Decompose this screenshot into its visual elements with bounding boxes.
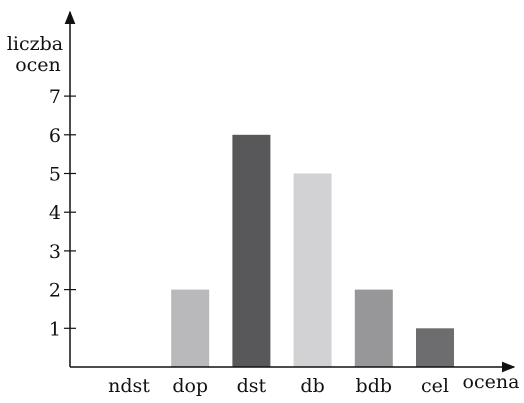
y-tick-label: 2: [49, 280, 61, 302]
bar-bdb: [354, 289, 393, 367]
y-tick-label: 6: [49, 125, 61, 147]
bar-dst: [232, 134, 271, 367]
y-tick-label: 7: [49, 86, 61, 108]
y-axis-title-line2: ocen: [15, 54, 61, 76]
x-labels-group: ndst dop dst db bdb cel: [108, 375, 449, 397]
x-label-dst: dst: [237, 375, 267, 397]
bar-db: [293, 173, 332, 367]
y-tick-label: 4: [49, 202, 61, 224]
x-label-ndst: ndst: [108, 375, 150, 397]
x-label-bdb: bdb: [356, 375, 393, 397]
x-label-cel: cel: [421, 375, 449, 397]
y-axis-title-line1: liczba: [7, 33, 63, 55]
y-tick-label: 3: [49, 241, 61, 263]
y-tick-label: 5: [49, 164, 61, 186]
y-tick-label: 1: [49, 318, 61, 340]
bar-cel: [416, 328, 454, 367]
bar-dop: [171, 289, 210, 367]
x-label-dop: dop: [172, 375, 208, 397]
y-ticks-group: 1 2 3 4 5 6 7: [49, 86, 76, 340]
bars-group: [171, 134, 454, 367]
x-label-db: db: [300, 375, 324, 397]
x-axis-title: ocena: [463, 371, 520, 393]
